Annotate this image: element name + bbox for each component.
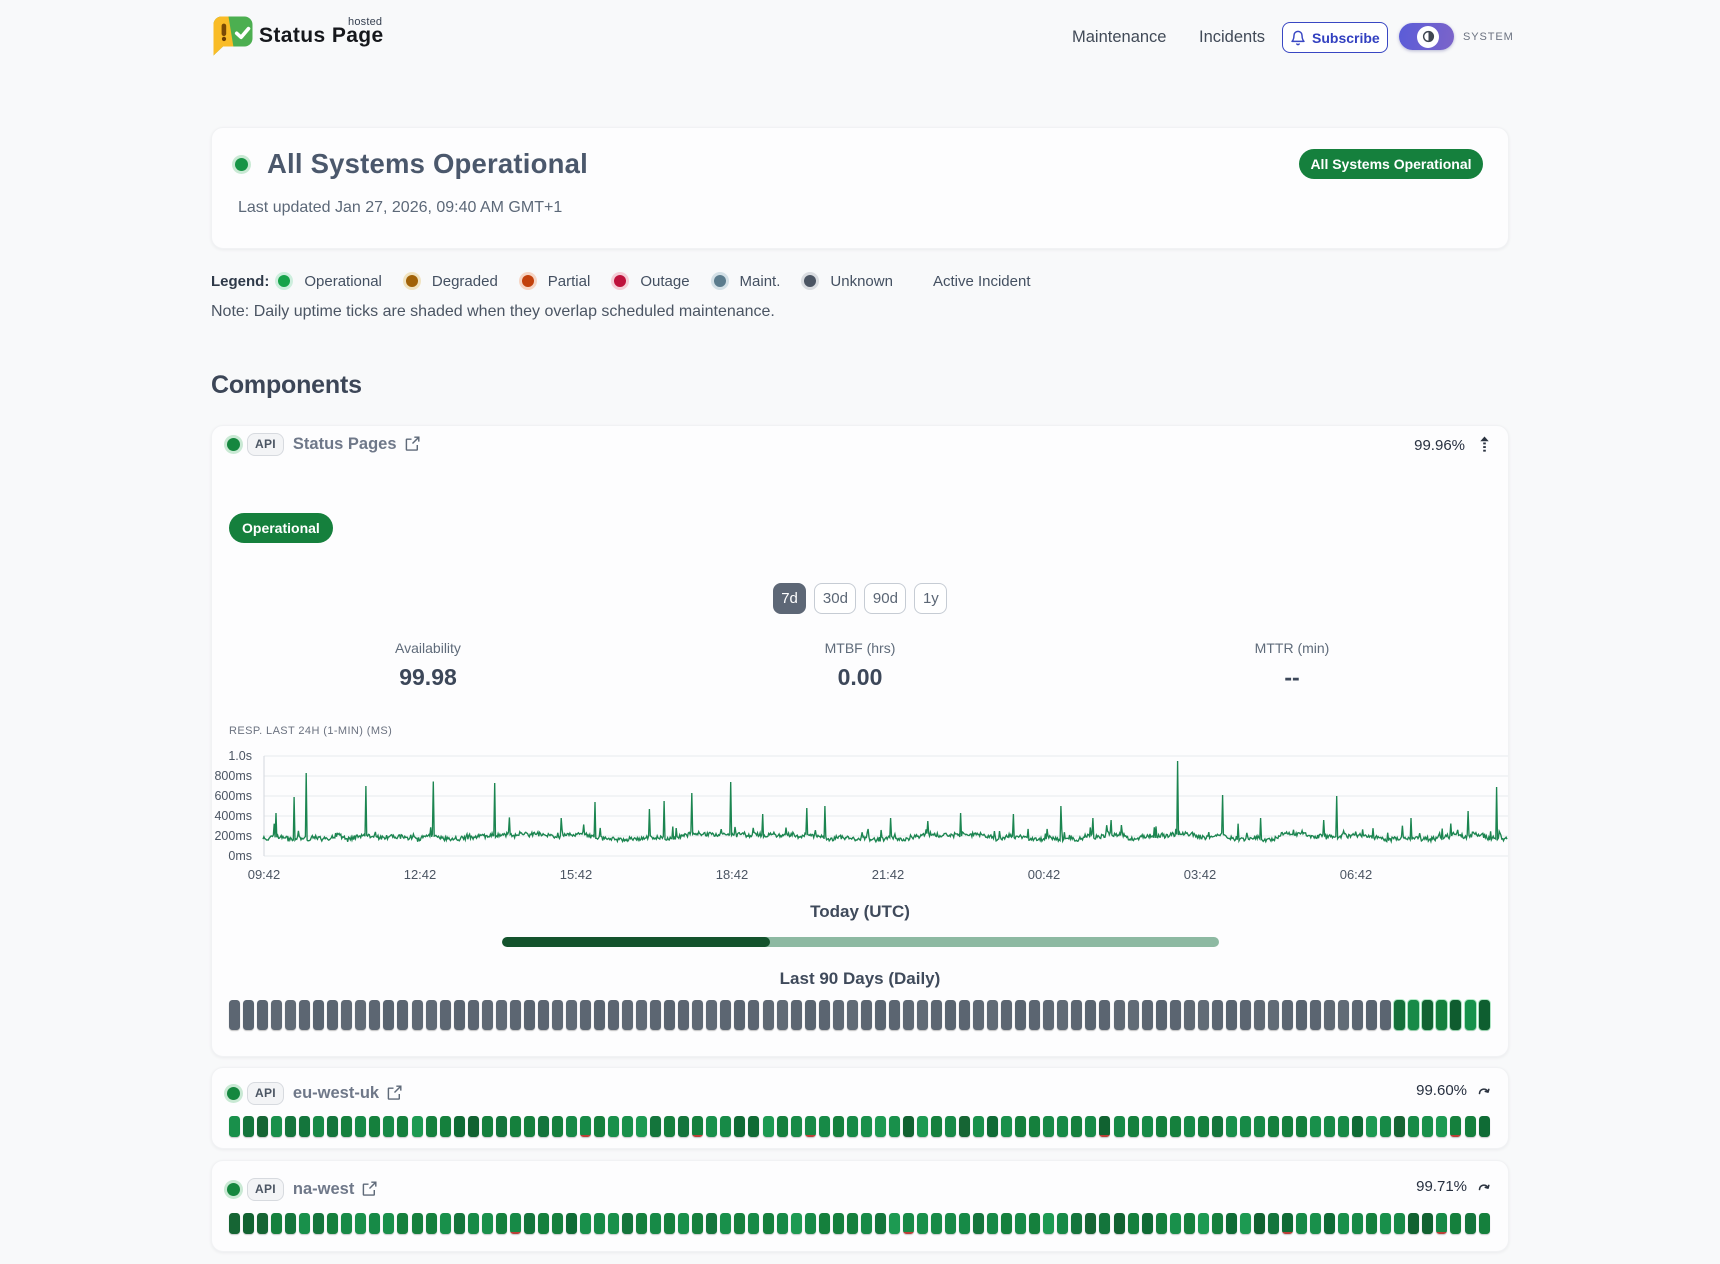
svg-text:RESP. LAST 24H (1-MIN) (MS): RESP. LAST 24H (1-MIN) (MS) xyxy=(229,725,392,737)
svg-text:21:42: 21:42 xyxy=(872,867,905,882)
svg-text:800ms: 800ms xyxy=(214,769,252,783)
svg-text:03:42: 03:42 xyxy=(1184,867,1217,882)
svg-text:1.0s: 1.0s xyxy=(228,749,252,763)
svg-text:15:42: 15:42 xyxy=(560,867,593,882)
svg-text:400ms: 400ms xyxy=(214,809,252,823)
svg-text:18:42: 18:42 xyxy=(716,867,749,882)
svg-text:600ms: 600ms xyxy=(214,789,252,803)
svg-text:12:42: 12:42 xyxy=(404,867,437,882)
svg-text:0ms: 0ms xyxy=(228,849,252,863)
svg-text:06:42: 06:42 xyxy=(1340,867,1373,882)
svg-text:200ms: 200ms xyxy=(214,829,252,843)
svg-text:09:42: 09:42 xyxy=(248,867,281,882)
svg-text:00:42: 00:42 xyxy=(1028,867,1061,882)
